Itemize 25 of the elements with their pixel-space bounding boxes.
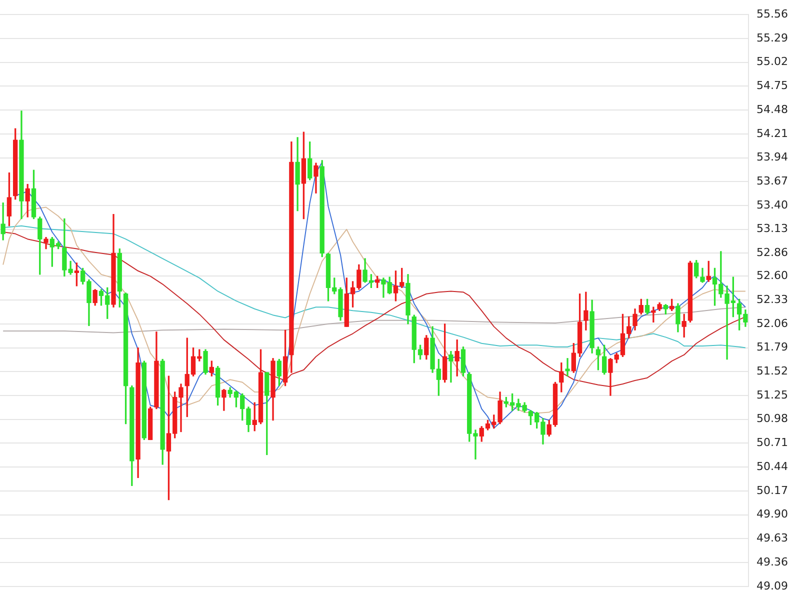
y-tick-label: 49.09: [756, 579, 788, 592]
y-tick-label: 55.56: [756, 7, 788, 20]
y-tick-label: 52.33: [756, 292, 788, 306]
y-tick-label: 50.44: [756, 460, 788, 473]
y-tick-label: 50.17: [756, 484, 788, 497]
y-tick-label: 49.63: [756, 532, 788, 545]
y-tick-label: 49.90: [756, 508, 788, 521]
y-tick-label: 53.94: [756, 150, 788, 164]
y-tick-label: 49.36: [756, 555, 788, 568]
y-tick-label: 52.06: [756, 316, 788, 330]
y-tick-label: 53.67: [756, 174, 788, 188]
y-tick-label: 53.13: [756, 222, 788, 236]
y-tick-label: 54.75: [756, 79, 788, 92]
y-tick-label: 55.02: [756, 55, 788, 68]
y-tick-label: 52.86: [756, 246, 788, 260]
y-tick-label: 53.40: [756, 198, 788, 212]
y-tick-label: 50.71: [756, 436, 788, 450]
y-tick-label: 55.29: [756, 31, 788, 44]
y-tick-label: 52.60: [756, 269, 788, 282]
y-tick-label: 54.21: [756, 126, 788, 140]
y-tick-label: 54.48: [756, 102, 788, 116]
y-tick-label: 51.52: [756, 364, 788, 378]
y-tick-label: 51.79: [756, 340, 788, 354]
y-tick-label: 51.25: [756, 388, 788, 402]
y-tick-label: 50.98: [756, 412, 788, 426]
